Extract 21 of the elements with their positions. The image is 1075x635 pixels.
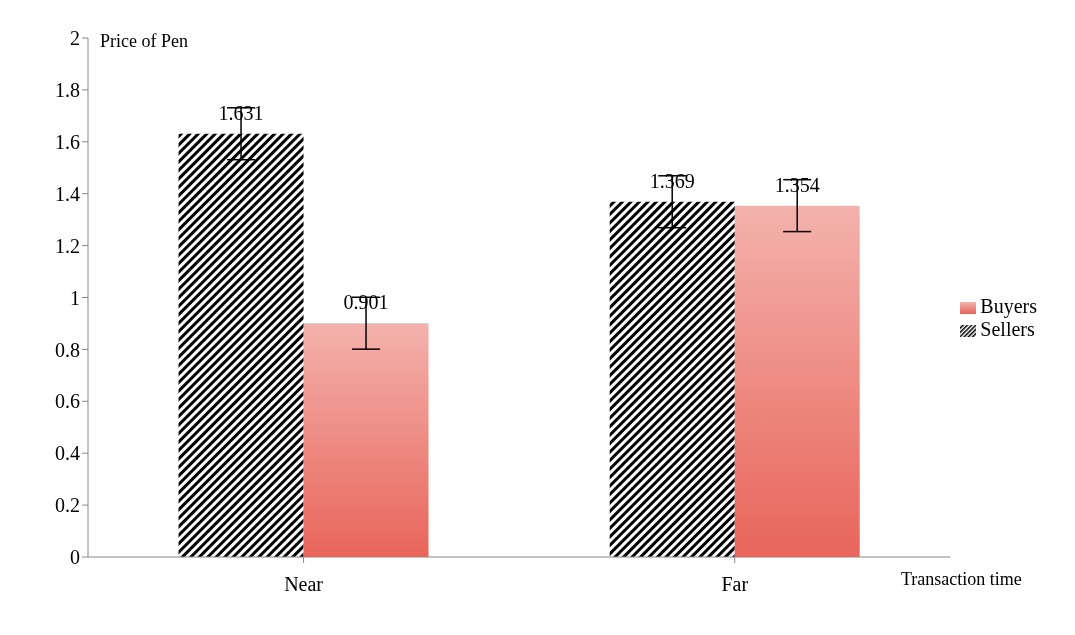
x-tick-label: Far bbox=[721, 573, 749, 596]
bar bbox=[303, 323, 429, 557]
bar bbox=[609, 201, 735, 557]
y-tick-label: 2 bbox=[70, 27, 80, 50]
x-axis-title: Transaction time bbox=[901, 568, 1023, 590]
y-tick-label: 1.8 bbox=[55, 79, 80, 101]
y-tick-label: 0.6 bbox=[55, 390, 80, 413]
y-tick-label: 0.2 bbox=[55, 494, 80, 517]
x-tick-label: Near bbox=[284, 573, 324, 596]
y-tick-label: 1.4 bbox=[55, 182, 80, 205]
bar bbox=[178, 133, 304, 557]
bar bbox=[734, 205, 860, 557]
legend-label: Buyers bbox=[980, 294, 1037, 317]
y-tick-label: 1.6 bbox=[55, 130, 80, 153]
y-axis-title: Price of Pen bbox=[100, 30, 189, 52]
y-tick-label: 1.2 bbox=[55, 234, 80, 257]
y-tick-label: 0.4 bbox=[55, 442, 80, 465]
y-tick-label: 1 bbox=[70, 286, 80, 309]
y-tick-label: 0 bbox=[70, 546, 80, 569]
legend-label: Sellers bbox=[980, 317, 1035, 340]
y-tick-label: 0.8 bbox=[55, 338, 80, 361]
